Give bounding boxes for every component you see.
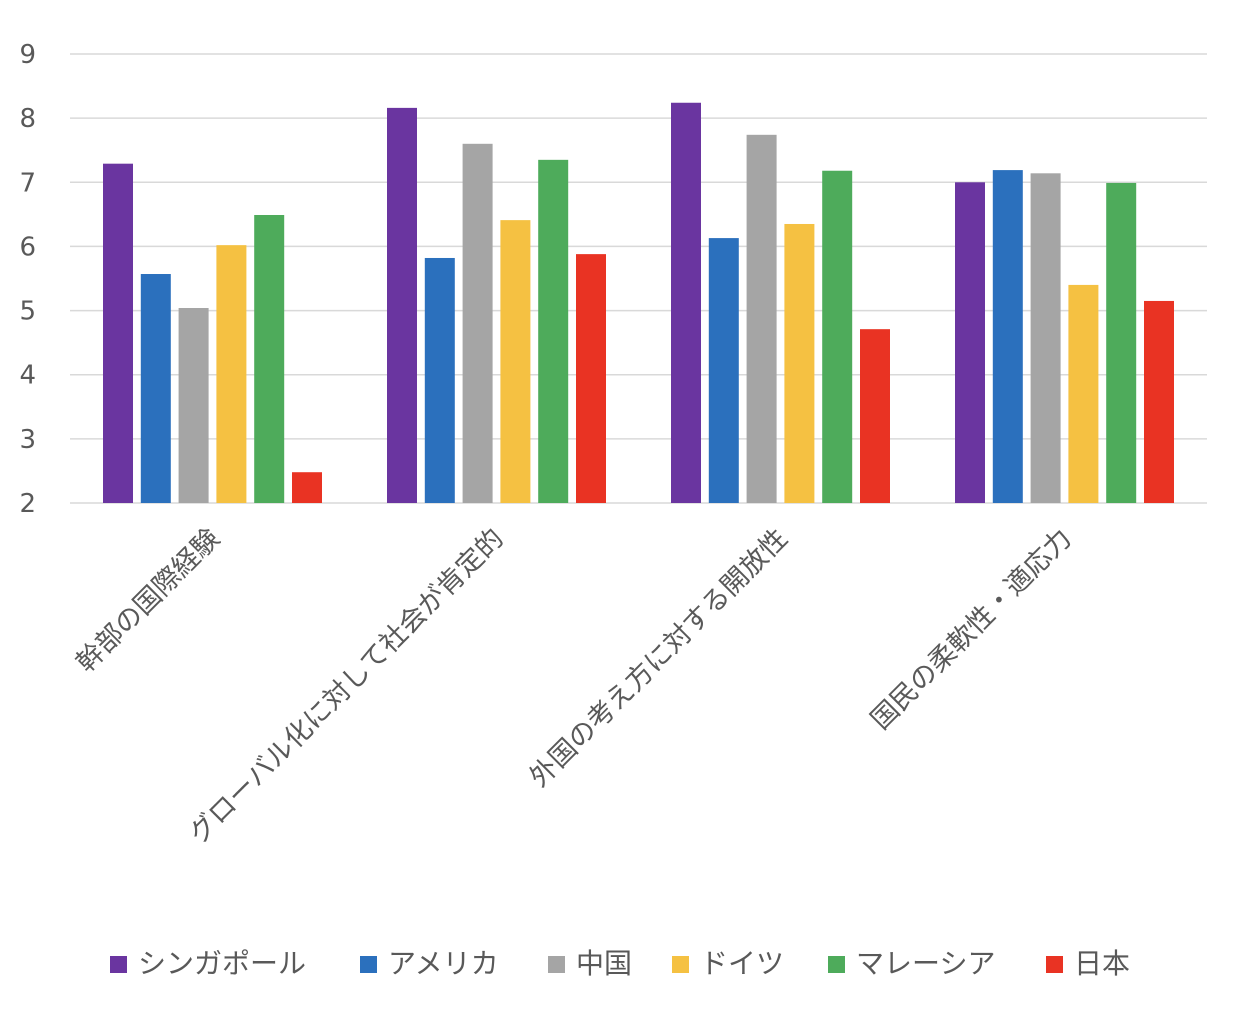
y-tick-label: 4 <box>19 361 36 391</box>
legend-swatch <box>1046 956 1063 973</box>
legend-swatch <box>360 956 377 973</box>
bar-3-3 <box>746 134 777 503</box>
y-tick-label: 7 <box>19 168 36 198</box>
bar-6-2 <box>576 254 606 503</box>
legend-label: アメリカ <box>388 947 499 980</box>
legend-label: マレーシア <box>856 947 995 980</box>
bar-1-1 <box>103 163 133 504</box>
bar-3-4 <box>1030 173 1061 503</box>
x-category-label: 外国の考え方に対する開放性 <box>524 523 794 793</box>
bar-5-2 <box>538 159 569 504</box>
y-tick-label: 6 <box>19 232 36 262</box>
bar-5-4 <box>1106 182 1137 504</box>
x-category-label: 国民の柔軟性・適応力 <box>865 523 1078 736</box>
y-tick-label: 9 <box>19 40 36 70</box>
legend-swatch <box>828 956 845 973</box>
bar-4-2 <box>500 220 531 503</box>
legend-label: 日本 <box>1074 947 1130 980</box>
y-tick-label: 8 <box>19 104 36 134</box>
legend-swatch <box>110 956 127 973</box>
bar-4-3 <box>784 223 815 503</box>
bar-1-3 <box>671 102 701 504</box>
bar-2-1 <box>140 274 171 503</box>
bar-6-1 <box>292 472 322 503</box>
x-category-label: グローバル化に対して社会が肯定的 <box>183 523 510 850</box>
legend-swatch <box>672 956 689 973</box>
bar-3-2 <box>462 143 493 504</box>
legend-swatch <box>548 956 565 973</box>
bar-2-3 <box>708 238 739 503</box>
bar-5-1 <box>254 214 285 503</box>
legend-label: 中国 <box>576 947 632 980</box>
bar-6-4 <box>1144 300 1174 503</box>
y-tick-label: 5 <box>19 297 36 327</box>
bar-2-4 <box>992 170 1023 503</box>
bar-1-2 <box>387 107 417 503</box>
bar-3-1 <box>178 308 209 503</box>
x-category-label: 幹部の国際経験 <box>70 523 226 679</box>
legend-label: シンガポール <box>138 947 306 980</box>
bar-4-1 <box>216 245 247 503</box>
legend-label: ドイツ <box>700 947 784 980</box>
bar-1-4 <box>955 182 985 504</box>
bar-4-4 <box>1068 284 1099 503</box>
bar-6-3 <box>860 329 890 503</box>
y-tick-label: 2 <box>19 489 36 519</box>
bar-5-3 <box>822 170 853 504</box>
bar-2-2 <box>424 257 455 503</box>
y-tick-label: 3 <box>19 425 36 455</box>
